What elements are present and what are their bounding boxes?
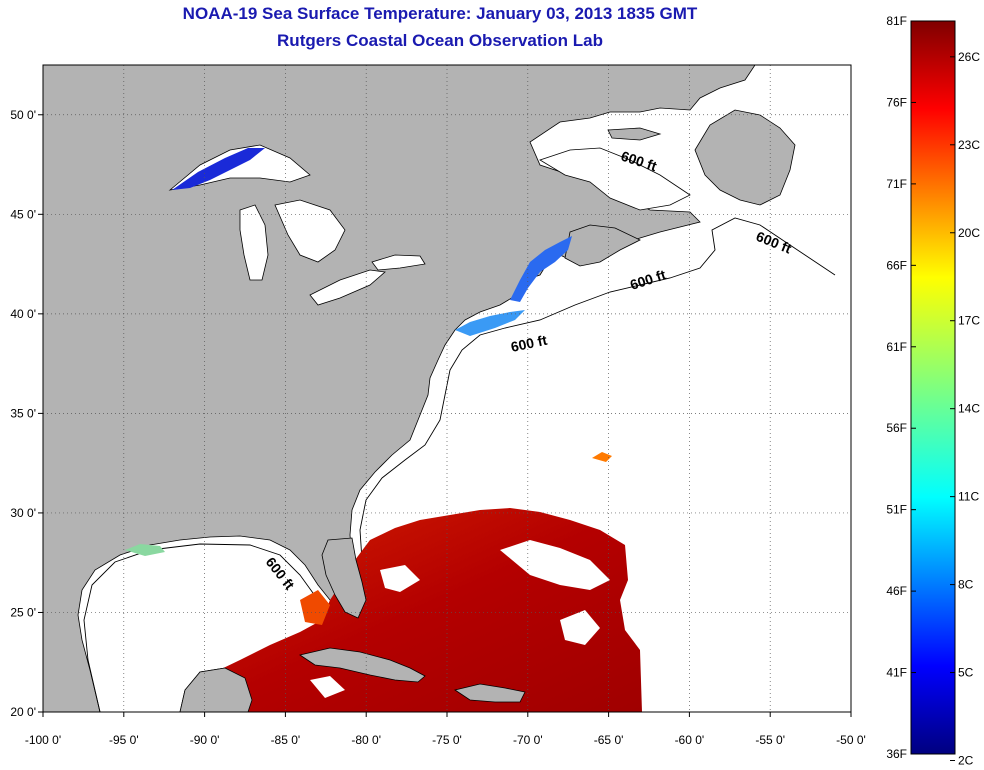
land-yucatan-overlay [179,667,253,712]
cloud-gap-2 [560,610,600,645]
sst-patch-florida-orange [300,590,330,625]
sst-patch-long-island [455,310,525,336]
land-anticosti [607,127,662,141]
x-tick-label: -80 0' [351,733,381,747]
x-tick-label: -70 0' [513,733,543,747]
colorbar-label-c: 14C [958,402,980,416]
cloud-gap-4 [310,676,345,698]
sst-patch-gulf-of-maine [510,236,572,302]
colorbar-label-c: 8C [958,578,974,592]
lake-ontario [371,254,426,271]
colorbar-label-c: 5C [958,666,974,680]
colorbar-celsius-labels: 26C 23C 20C 17C 14C 11C 8C 5C 2C [950,50,980,768]
colorbar-label-c: 26C [958,50,980,64]
y-tick-label: 20 0' [10,705,36,719]
colorbar-label-c: 2C [958,754,974,768]
x-tick-label: -65 0' [594,733,624,747]
contour-label-4: 600 ft [509,332,548,355]
colorbar-label-f: 46F [886,584,907,598]
lake-michigan [239,204,269,281]
sst-patch-lake-superior [172,148,265,190]
y-axis: 20 0' 25 0' 30 0' 35 0' 40 0' 45 0' 50 0' [10,108,43,719]
x-tick-label: -90 0' [190,733,220,747]
x-axis: -100 0' -95 0' -90 0' -85 0' -80 0' -75 0' -70… [25,712,866,747]
colorbar-fahrenheit-labels: 81F 76F 71F 66F 61F 56F 51F 46F 41F 36F [886,14,916,761]
colorbar-label-f: 56F [886,421,907,435]
colorbar-label-f: 41F [886,666,907,680]
x-tick-label: -60 0' [675,733,705,747]
y-tick-label: 50 0' [10,108,36,122]
land-hispaniola-overlay [454,683,526,703]
colorbar-label-c: 17C [958,314,980,328]
colorbar-label-f: 66F [886,258,907,272]
map-title: NOAA-19 Sea Surface Temperature: January… [182,4,698,23]
colorbar-label-f: 81F [886,14,907,28]
y-tick-label: 35 0' [10,406,36,420]
map-subtitle: Rutgers Coastal Ocean Observation Lab [277,31,603,50]
land-cuba-overlay [299,647,426,683]
map-gridlines [43,65,851,712]
land-florida [321,537,367,619]
x-tick-label: -100 0' [25,733,61,747]
colorbar-label-c: 11C [958,490,979,504]
y-tick-label: 25 0' [10,605,36,619]
colorbar-label-f: 36F [886,747,907,761]
land-north-america [43,65,756,712]
sst-patch-gulf-coast [125,544,165,556]
colorbar-label-c: 23C [958,138,980,152]
x-tick-label: -75 0' [432,733,462,747]
cloud-gap-1 [500,540,610,590]
x-tick-label: -50 0' [836,733,866,747]
colorbar-label-f: 61F [886,340,907,354]
colorbar-label-c: 20C [958,226,980,240]
x-tick-label: -55 0' [755,733,785,747]
colorbar-label-f: 51F [886,503,907,517]
colorbar-label-f: 71F [886,177,907,191]
x-tick-label: -95 0' [109,733,139,747]
sst-patch-offshore-orange [592,452,612,462]
cloud-gap-3 [380,565,420,592]
y-tick-label: 40 0' [10,307,36,321]
land-nova-scotia [564,224,641,267]
lake-huron [274,199,346,263]
water-gulf-st-lawrence [539,147,691,211]
y-tick-label: 45 0' [10,207,36,221]
colorbar [910,20,956,755]
x-tick-label: -85 0' [271,733,301,747]
lake-erie [309,269,386,306]
colorbar-label-f: 76F [886,95,907,109]
y-tick-label: 30 0' [10,506,36,520]
map-layers [43,65,851,712]
